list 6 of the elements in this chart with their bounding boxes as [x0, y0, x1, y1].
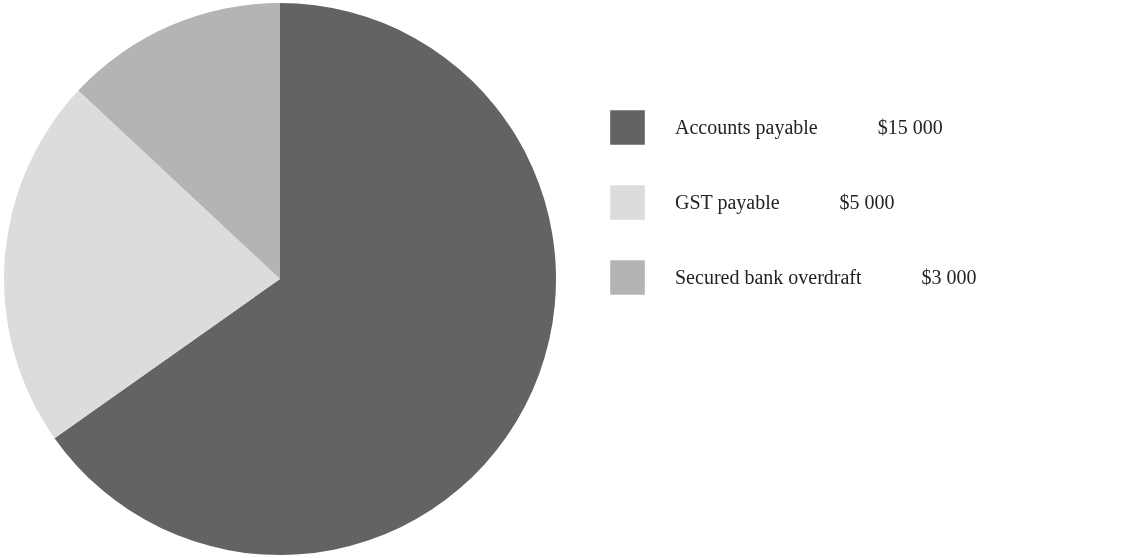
pie-slice [4, 90, 280, 439]
legend-label: GST payable $5 000 [675, 190, 895, 214]
legend-label: Secured bank overdraft $3 000 [675, 265, 977, 288]
pie-slice [78, 3, 280, 279]
pie-slice [54, 3, 556, 555]
legend-label: Accounts payable $15 000 [675, 115, 943, 139]
